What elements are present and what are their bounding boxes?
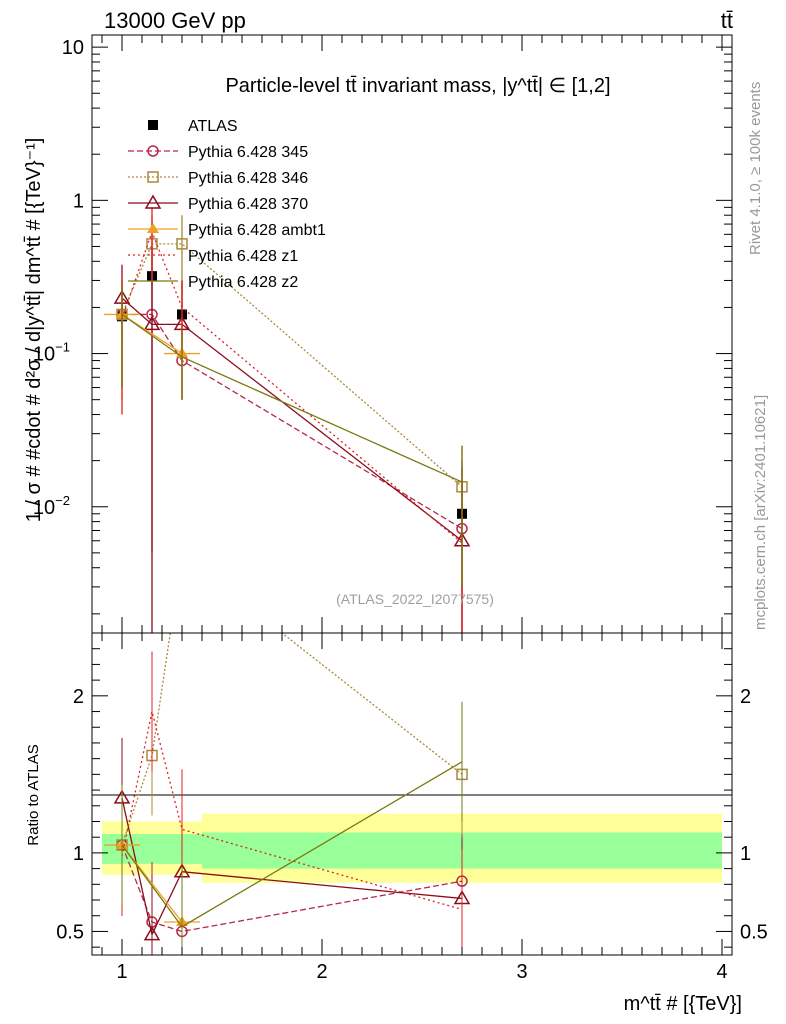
y-tick-label: 1 bbox=[73, 190, 84, 212]
ratio-y-tick-label: 0.5 bbox=[56, 921, 84, 943]
legend: ATLAS Pythia 6.428 345 Pythia 6.428 346 Pyt… bbox=[128, 118, 326, 291]
rivet-label: Rivet 4.1.0, ≥ 100k events bbox=[747, 82, 764, 255]
analysis-watermark: (ATLAS_2022_I2077575) bbox=[336, 591, 494, 607]
x-axis-label: m^tt̄ # [{TeV}] bbox=[624, 993, 742, 1015]
y-tick-exponent: −2 bbox=[55, 493, 70, 508]
data-point bbox=[144, 194, 162, 209]
legend-label: Pythia 6.428 z2 bbox=[188, 274, 298, 291]
y-tick-label: 10 bbox=[62, 37, 84, 59]
x-tick-label: 2 bbox=[316, 961, 327, 983]
series-line bbox=[121, 243, 463, 488]
series-pythia-6-428-370 bbox=[113, 246, 471, 633]
ratio-y-tick-label: 2 bbox=[73, 686, 84, 708]
series-line bbox=[121, 230, 463, 544]
y-tick-label: 10−2 bbox=[33, 493, 70, 519]
series-pythia-6-428-z2 bbox=[121, 285, 463, 587]
data-point bbox=[176, 238, 188, 250]
data-point bbox=[147, 223, 159, 233]
x-tick-label: 3 bbox=[516, 961, 527, 983]
ratio-y-tick-label: 1 bbox=[73, 843, 84, 865]
source-label: mcplots.cern.ch [arXiv:2401.10621] bbox=[752, 395, 769, 630]
ratio-panel: 0.5 0.5 1 1 2 2 1 2 3 4 Ratio to ATLAS m^tt̄ # [{… bbox=[25, 549, 768, 1015]
legend-entry: Pythia 6.428 370 bbox=[128, 194, 308, 213]
legend-label: Pythia 6.428 ambt1 bbox=[188, 222, 326, 239]
x-tick-label: 1 bbox=[116, 961, 127, 983]
ratio-line bbox=[121, 633, 463, 846]
series-pythia-6-428-z1 bbox=[121, 207, 463, 633]
ratio-line bbox=[121, 844, 463, 933]
ratio-y-tick-label-right: 1 bbox=[740, 843, 751, 865]
series-atlas bbox=[117, 271, 467, 519]
legend-entry: ATLAS bbox=[148, 118, 238, 135]
ratio-axes: 0.5 0.5 1 1 2 2 1 2 3 4 bbox=[56, 633, 768, 983]
legend-label: Pythia 6.428 370 bbox=[188, 196, 308, 213]
main-series-group bbox=[104, 207, 471, 633]
legend-label: Pythia 6.428 346 bbox=[188, 170, 308, 187]
ratio-y-tick-label-right: 2 bbox=[740, 686, 751, 708]
legend-label: Pythia 6.428 345 bbox=[188, 144, 308, 161]
data-point bbox=[147, 145, 159, 157]
y-tick-exponent: −1 bbox=[55, 340, 70, 355]
series-pythia-6-428-346 bbox=[116, 215, 468, 587]
chart-title: Particle-level tt̄ invariant mass, |y^tt… bbox=[225, 75, 610, 97]
legend-label: ATLAS bbox=[188, 118, 238, 135]
ratio-y-label: Ratio to ATLAS bbox=[25, 744, 42, 845]
data-point bbox=[148, 120, 158, 130]
series-line bbox=[122, 313, 463, 530]
data-point bbox=[143, 315, 161, 331]
legend-entry: Pythia 6.428 z1 bbox=[128, 248, 298, 265]
legend-entry: Pythia 6.428 ambt1 bbox=[128, 222, 326, 239]
legend-entry: Pythia 6.428 345 bbox=[128, 144, 308, 161]
ratio-frame bbox=[91, 632, 733, 956]
main-y-label: 1 / σ # #cdot # d²σ / d|y^tt̄| dm^tt̄ # … bbox=[23, 138, 45, 523]
data-point bbox=[143, 926, 161, 941]
ratio-series-group bbox=[104, 549, 471, 955]
data-point bbox=[147, 171, 159, 183]
legend-label: Pythia 6.428 z1 bbox=[188, 248, 298, 265]
series-line bbox=[121, 297, 463, 542]
energy-label: 13000 GeV pp bbox=[104, 8, 246, 33]
legend-entry: Pythia 6.428 346 bbox=[128, 170, 308, 187]
ratio-y-tick-label-right: 0.5 bbox=[740, 921, 768, 943]
legend-entry: Pythia 6.428 z2 bbox=[128, 274, 298, 291]
series-pythia-6-428-345 bbox=[116, 234, 468, 633]
ratio-series-pythia-6-428-z2 bbox=[121, 701, 463, 955]
x-tick-label: 4 bbox=[716, 961, 727, 983]
data-point bbox=[177, 549, 187, 559]
process-label: tt̄ bbox=[721, 8, 733, 33]
